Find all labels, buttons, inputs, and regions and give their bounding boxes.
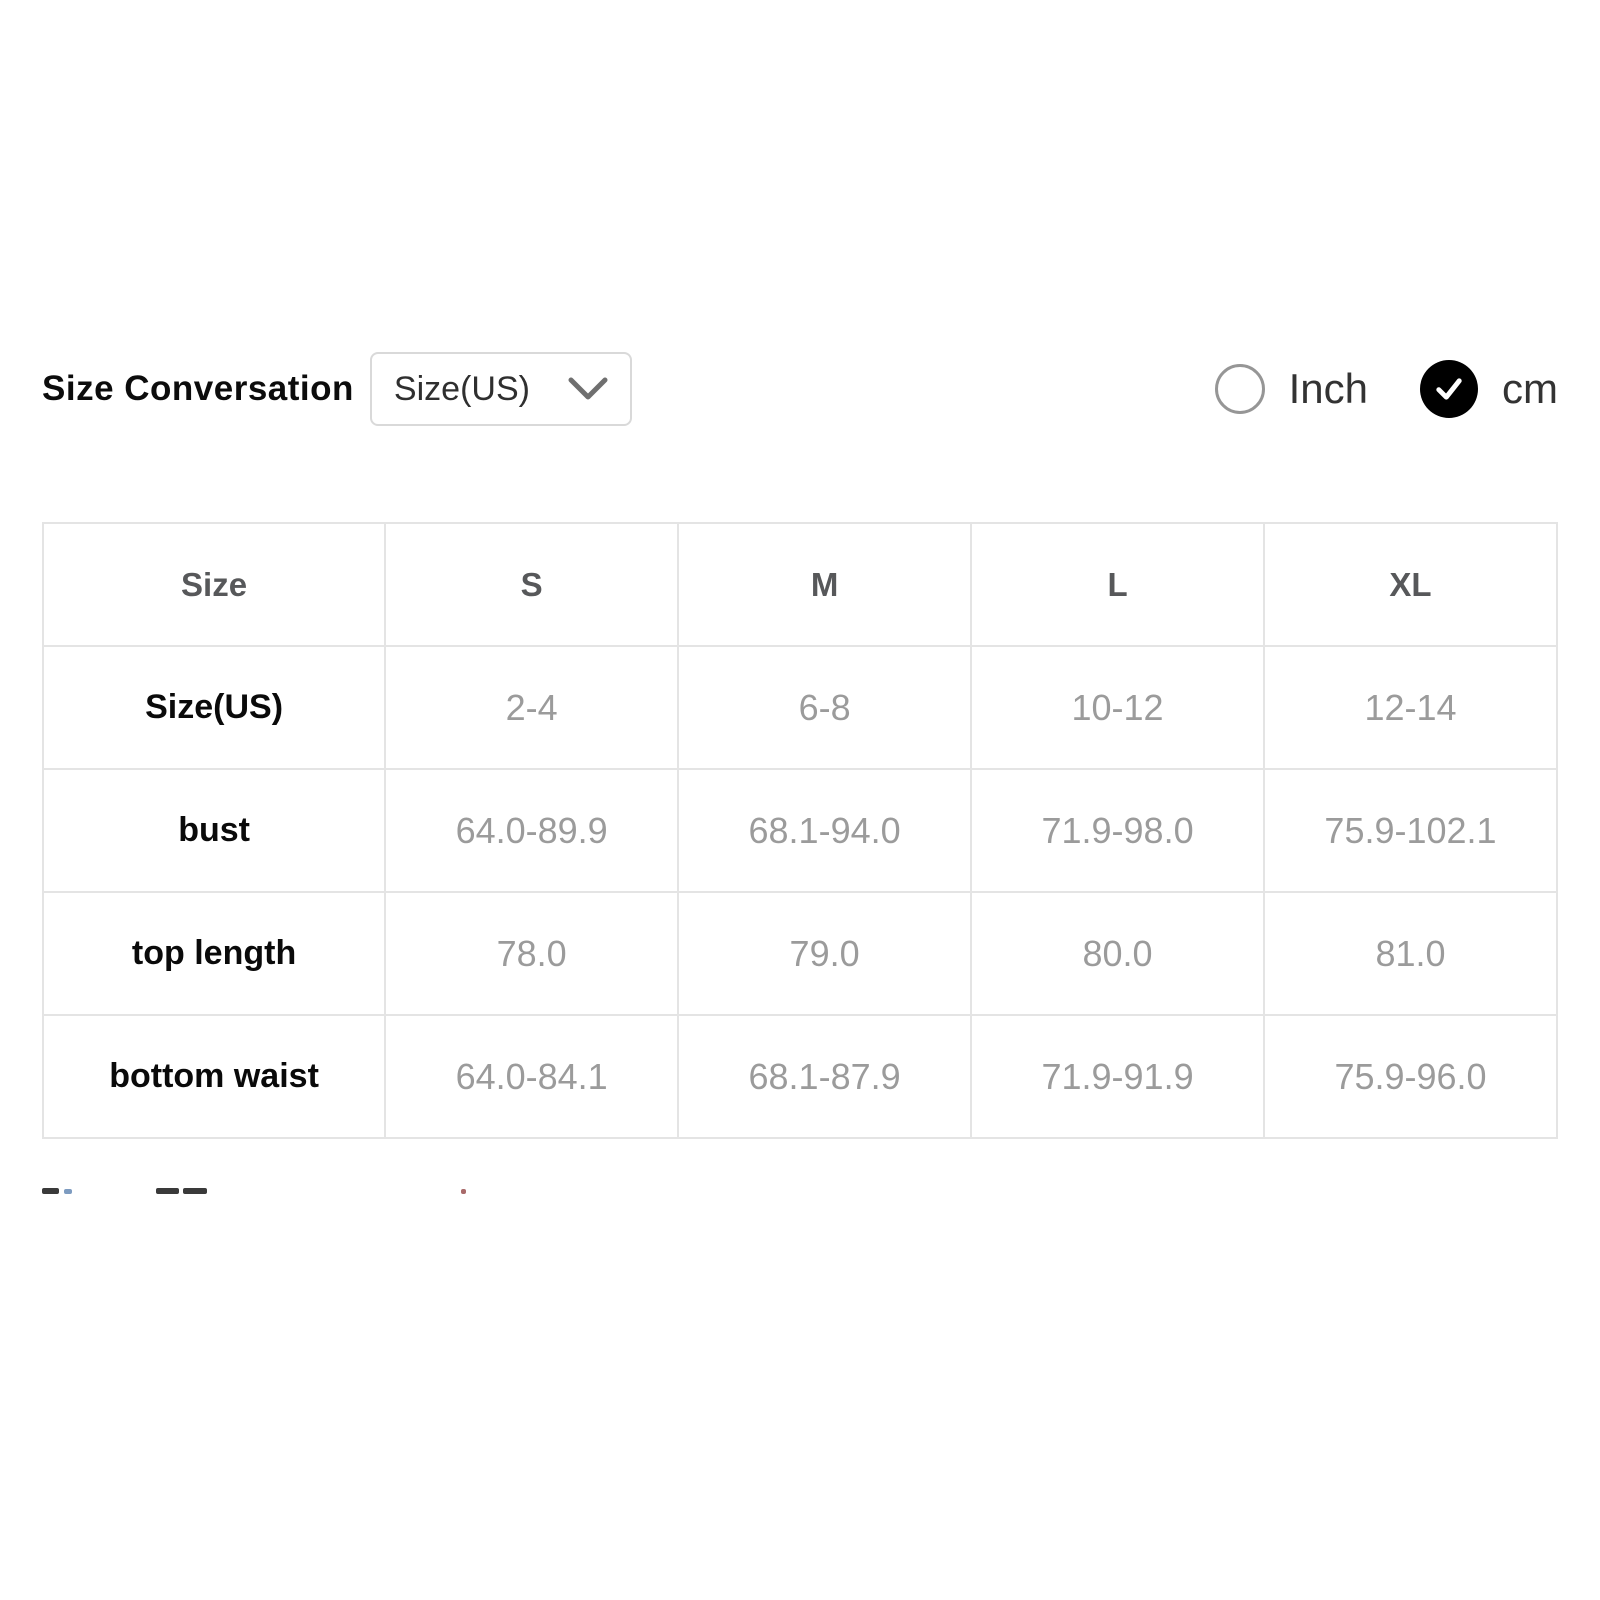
cell-bust-m: 68.1-94.0 [677, 768, 973, 893]
page-title: Size Conversation [42, 369, 354, 408]
clipped-text-fragment [64, 1189, 72, 1194]
radio-unchecked-icon[interactable] [1214, 364, 1265, 414]
cell-size-us-s: 2-4 [384, 645, 680, 770]
cell-bottom-waist-s: 64.0-84.1 [384, 1014, 680, 1139]
table-row-top-length: top length 78.0 79.0 80.0 81.0 [41, 891, 1558, 1016]
size-conversion-header: Size Conversation Size(US) Inch [42, 352, 1558, 426]
clipped-text-line [42, 1186, 642, 1196]
column-header-m: M [677, 522, 973, 647]
cell-size-us-xl: 12-14 [1263, 645, 1558, 770]
cell-bottom-waist-l: 71.9-91.9 [970, 1014, 1266, 1139]
cell-bust-l: 71.9-98.0 [970, 768, 1266, 893]
column-header-size: Size [41, 522, 387, 647]
unit-label-cm: cm [1502, 365, 1558, 412]
table-row-size-us: Size(US) 2-4 6-8 10-12 12-14 [41, 645, 1558, 770]
cell-top-length-s: 78.0 [384, 891, 680, 1016]
cell-size-us-m: 6-8 [677, 645, 973, 770]
clipped-text-fragment [183, 1188, 207, 1194]
cell-top-length-xl: 81.0 [1263, 891, 1558, 1016]
cell-bust-xl: 75.9-102.1 [1263, 768, 1558, 893]
table-row-bust: bust 64.0-89.9 68.1-94.0 71.9-98.0 75.9-… [41, 768, 1558, 893]
size-standard-dropdown-value: Size(US) [393, 369, 530, 408]
chevron-down-icon [566, 374, 610, 404]
cell-top-length-l: 80.0 [970, 891, 1266, 1016]
row-label-size-us: Size(US) [41, 645, 387, 770]
cell-top-length-m: 79.0 [677, 891, 973, 1016]
column-header-xl: XL [1263, 522, 1558, 647]
column-header-l: L [970, 522, 1266, 647]
unit-option-cm[interactable]: cm [1420, 360, 1558, 418]
column-header-s: S [384, 522, 680, 647]
cell-size-us-l: 10-12 [970, 645, 1266, 770]
checkmark-icon [1436, 378, 1462, 400]
clipped-text-fragment [42, 1188, 59, 1194]
unit-option-inch[interactable]: Inch [1214, 364, 1368, 414]
table-header-row: Size S M L XL [41, 522, 1558, 647]
clipped-text-fragment [156, 1188, 179, 1194]
cell-bottom-waist-xl: 75.9-96.0 [1263, 1014, 1558, 1139]
table-row-bottom-waist: bottom waist 64.0-84.1 68.1-87.9 71.9-91… [41, 1014, 1558, 1139]
row-label-bust: bust [41, 768, 387, 893]
clipped-text-fragment [461, 1189, 466, 1194]
radio-checked-icon[interactable] [1420, 360, 1478, 418]
row-label-top-length: top length [41, 891, 387, 1016]
row-label-bottom-waist: bottom waist [41, 1014, 387, 1139]
unit-toggle-group: Inch cm [1214, 360, 1558, 418]
unit-label-inch: Inch [1288, 365, 1368, 412]
cell-bust-s: 64.0-89.9 [384, 768, 680, 893]
size-standard-dropdown[interactable]: Size(US) [369, 352, 632, 426]
cell-bottom-waist-m: 68.1-87.9 [677, 1014, 973, 1139]
size-conversion-table: Size S M L XL Size(US) 2-4 6-8 10-12 12-… [41, 522, 1558, 1139]
